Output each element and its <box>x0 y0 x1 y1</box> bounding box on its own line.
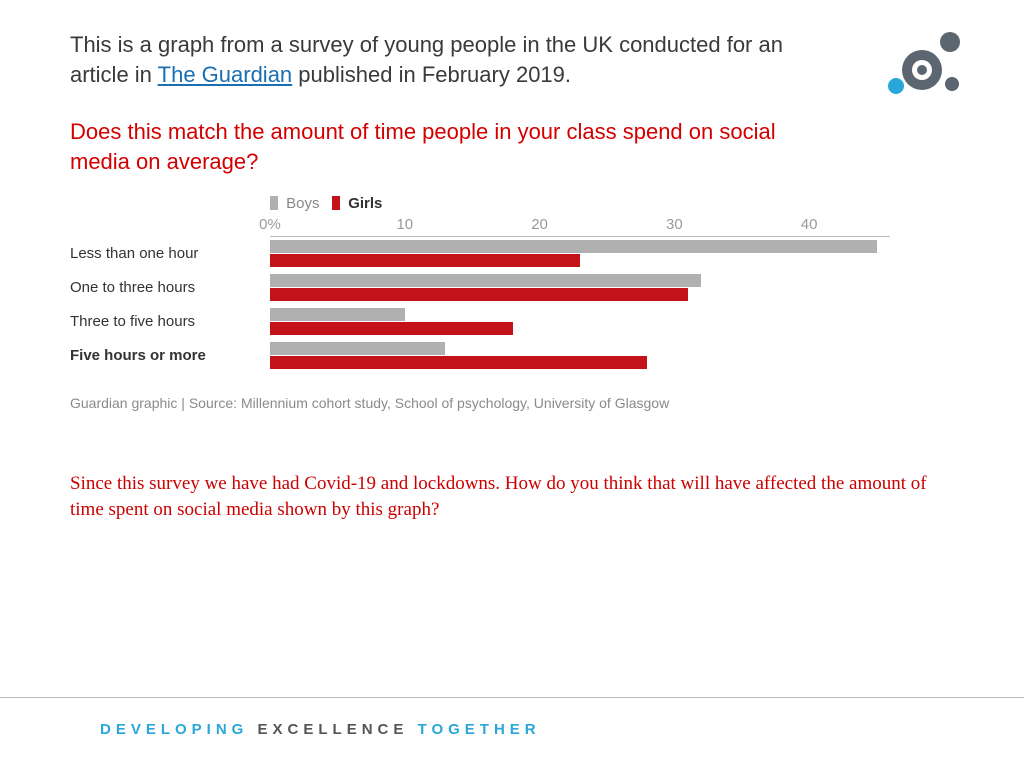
bar-girls <box>270 254 580 267</box>
axis-tick: 0% <box>259 216 281 233</box>
slide: This is a graph from a survey of young p… <box>0 0 1024 768</box>
logo-icon <box>884 28 974 113</box>
bar-area <box>270 237 890 271</box>
chart-rows: Less than one hourOne to three hoursThre… <box>70 237 910 373</box>
chart: Boys Girls 0% 10 20 30 40 Less than one hour… <box>70 195 910 411</box>
axis-tick: 40 <box>801 216 818 233</box>
bar-area <box>270 271 890 305</box>
axis-tick: 10 <box>396 216 413 233</box>
chart-row: Three to five hours <box>70 305 910 339</box>
axis-tick: 20 <box>531 216 548 233</box>
row-label: Five hours or more <box>70 339 270 373</box>
x-axis: 0%10203040 <box>270 216 890 237</box>
footer-word-2: EXCELLENCE <box>258 721 409 738</box>
row-label: One to three hours <box>70 271 270 305</box>
row-label: Less than one hour <box>70 237 270 271</box>
chart-row: Less than one hour <box>70 237 910 271</box>
bar-girls <box>270 356 647 369</box>
bar-girls <box>270 322 513 335</box>
bar-boys <box>270 342 445 355</box>
footer-tagline: DEVELOPING EXCELLENCE TOGETHER <box>100 721 541 738</box>
followup-question: Since this survey we have had Covid-19 a… <box>70 471 954 524</box>
bar-area <box>270 339 890 373</box>
intro-text: This is a graph from a survey of young p… <box>70 30 790 89</box>
legend-label-girls: Girls <box>348 195 382 212</box>
bar-boys <box>270 308 405 321</box>
chart-row: One to three hours <box>70 271 910 305</box>
bar-area <box>270 305 890 339</box>
legend-swatch-girls <box>332 196 340 210</box>
bar-boys <box>270 274 701 287</box>
chart-row: Five hours or more <box>70 339 910 373</box>
row-label: Three to five hours <box>70 305 270 339</box>
legend-swatch-boys <box>270 196 278 210</box>
intro-post: published in February 2019. <box>292 62 571 87</box>
axis-tick: 30 <box>666 216 683 233</box>
chart-source: Guardian graphic | Source: Millennium co… <box>70 395 910 411</box>
footer-word-3: TOGETHER <box>418 721 541 738</box>
discussion-question: Does this match the amount of time peopl… <box>70 117 790 176</box>
legend-label-boys: Boys <box>286 195 319 212</box>
legend: Boys Girls <box>270 195 910 212</box>
bar-girls <box>270 288 688 301</box>
bar-boys <box>270 240 877 253</box>
footer-word-1: DEVELOPING <box>100 721 248 738</box>
guardian-link[interactable]: The Guardian <box>158 62 293 87</box>
footer-divider <box>0 697 1024 698</box>
